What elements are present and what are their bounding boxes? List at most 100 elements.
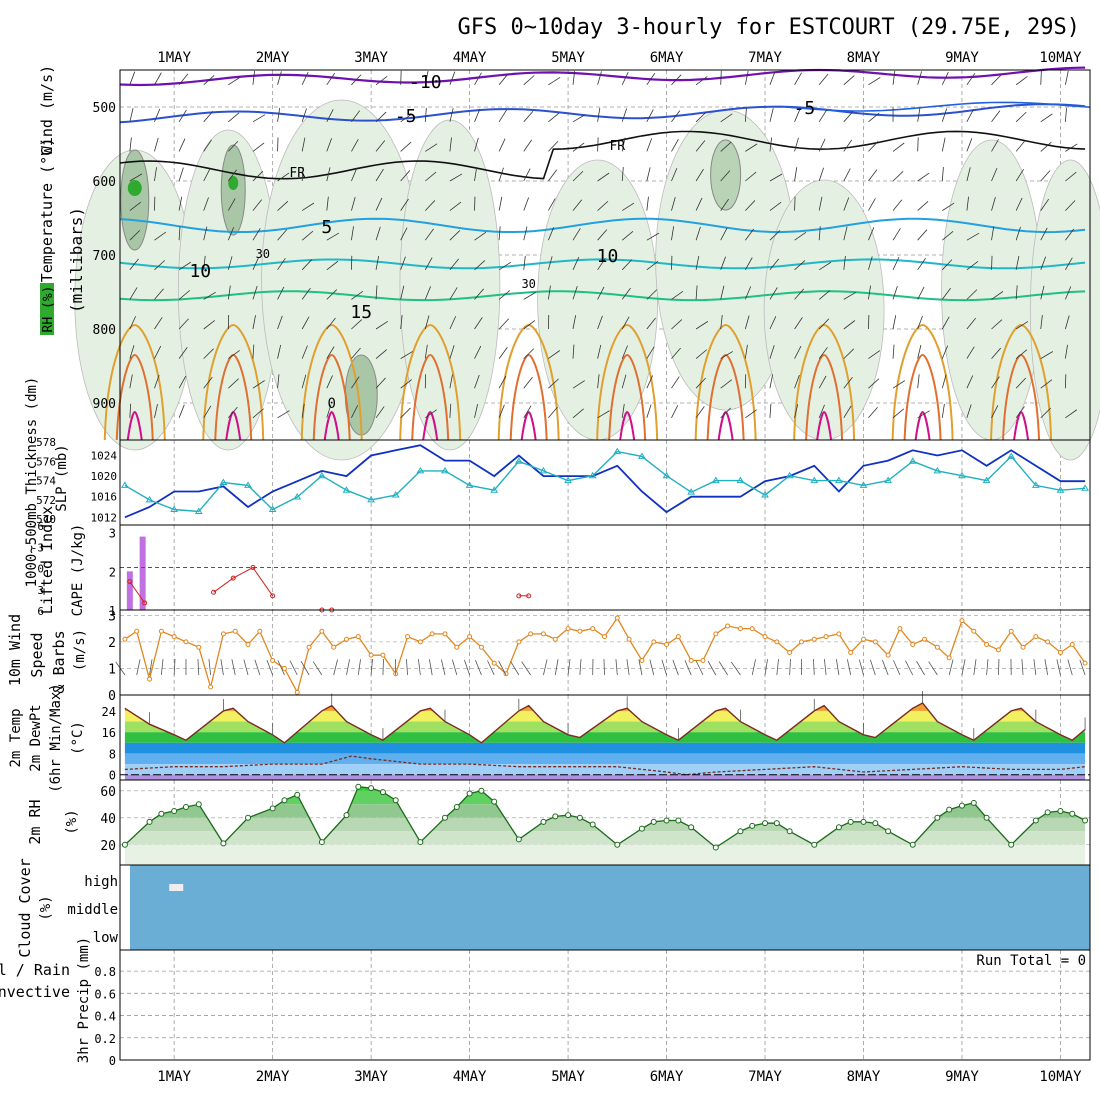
wind-barb — [966, 196, 969, 211]
wind-speed-point — [134, 628, 140, 634]
wind-barb — [326, 109, 334, 122]
wind-barb — [1065, 228, 1075, 241]
ytick-upper: 900 — [93, 397, 116, 412]
ylabel-2m-dewpt: 2m DewPt — [28, 704, 44, 771]
wind-barb — [1040, 285, 1045, 300]
wind-barb — [252, 142, 265, 152]
wind-speed-line — [124, 616, 1086, 695]
wind-barb — [277, 315, 283, 330]
wind-barb — [203, 197, 209, 211]
wind-barb — [252, 70, 255, 85]
wind-barb — [1015, 406, 1025, 419]
rh-point — [182, 803, 189, 810]
wind-barb — [154, 317, 163, 330]
wind-barb — [917, 258, 926, 271]
rh-point — [650, 818, 657, 825]
wind-barb — [621, 167, 624, 182]
wind-barb — [966, 317, 976, 330]
wind-speed-point — [1033, 634, 1039, 640]
temp-contour-warm — [202, 323, 265, 441]
rh-point — [1008, 841, 1015, 848]
ylabel-lifted-index: Lifted Index — [38, 506, 56, 614]
contour-label: FR — [609, 139, 625, 154]
wind-barb — [547, 256, 553, 270]
rh-point — [158, 810, 165, 817]
wind-speed-point — [700, 657, 706, 663]
wind-speed-point — [183, 639, 189, 645]
wind-barb — [548, 406, 558, 419]
wind-barb — [301, 259, 313, 271]
thickness-point — [1031, 481, 1040, 488]
wind-barb — [892, 315, 897, 330]
wind-barb — [941, 259, 953, 271]
wind-barb — [646, 138, 653, 152]
date-label-bottom: 6MAY — [650, 1069, 684, 1085]
wind-barb — [843, 255, 846, 270]
li-line — [129, 581, 146, 604]
rh-band — [124, 831, 1086, 845]
rh-point — [515, 836, 522, 843]
wind-barb — [646, 404, 652, 418]
ylabel-speed: Speed — [28, 632, 46, 677]
ytick-precip: 0.4 — [94, 1010, 116, 1024]
rh-point — [983, 814, 990, 821]
temp-contour-warm — [103, 323, 166, 441]
wind-barb-10m — [1033, 659, 1037, 676]
rh-point — [737, 828, 744, 835]
wind-speed-point — [380, 652, 386, 658]
wind-barb — [498, 347, 508, 359]
wind-speed-point — [552, 636, 558, 642]
temp-contour-warm — [990, 323, 1053, 441]
temp-contour — [119, 66, 1086, 87]
wind-barb — [646, 289, 658, 300]
wind-barb-10m — [916, 660, 925, 676]
wind-speed-point — [281, 665, 287, 671]
wind-barb-10m — [429, 659, 433, 676]
temp-contour — [119, 258, 1086, 270]
rh-point — [1032, 817, 1039, 824]
wind-barb-10m — [487, 660, 495, 676]
wind-barb — [868, 350, 881, 359]
wind-barb — [227, 198, 236, 211]
wind-barb — [622, 202, 635, 211]
wind-barb-10m — [300, 660, 310, 676]
wind-barb — [597, 315, 603, 330]
wind-barb — [449, 108, 454, 122]
wind-speed-point — [651, 639, 657, 645]
rh-shade — [763, 179, 885, 441]
wind-speed-point — [626, 636, 632, 642]
wind-barb — [154, 345, 162, 359]
wind-speed-point — [787, 650, 793, 655]
wind-barb — [425, 409, 437, 419]
wind-barb — [351, 139, 359, 152]
wind-barb — [449, 230, 461, 241]
wind-barb-10m — [220, 659, 224, 676]
thickness-point — [219, 478, 228, 485]
wind-barb — [621, 108, 628, 122]
wind-speed-point — [675, 634, 681, 640]
thickness-point — [933, 466, 942, 474]
wind-barb — [474, 260, 486, 271]
wind-barb — [498, 290, 511, 300]
wind-barb — [646, 260, 659, 271]
wind-barb-10m — [824, 659, 827, 676]
wind-barb — [671, 226, 675, 241]
wind-barb-10m — [615, 659, 618, 676]
wind-barb — [1015, 168, 1024, 182]
thickness-point — [908, 457, 917, 464]
wind-barb — [818, 73, 829, 86]
wind-barb — [818, 261, 832, 271]
ytick-thickness: 576 — [36, 455, 56, 468]
wind-barb — [892, 199, 903, 211]
run-total: Run Total = 0 — [976, 953, 1086, 969]
wind-barb — [769, 201, 782, 211]
wind-barb — [1064, 107, 1067, 122]
wind-barb — [277, 344, 282, 359]
wind-speed-point — [491, 660, 497, 666]
wind-barb-10m — [961, 659, 966, 676]
rh-point — [565, 812, 572, 819]
wind-barb — [892, 228, 901, 241]
wind-barb — [843, 405, 852, 419]
rh-shade — [1029, 159, 1100, 461]
temp-contour-warm — [300, 323, 363, 441]
